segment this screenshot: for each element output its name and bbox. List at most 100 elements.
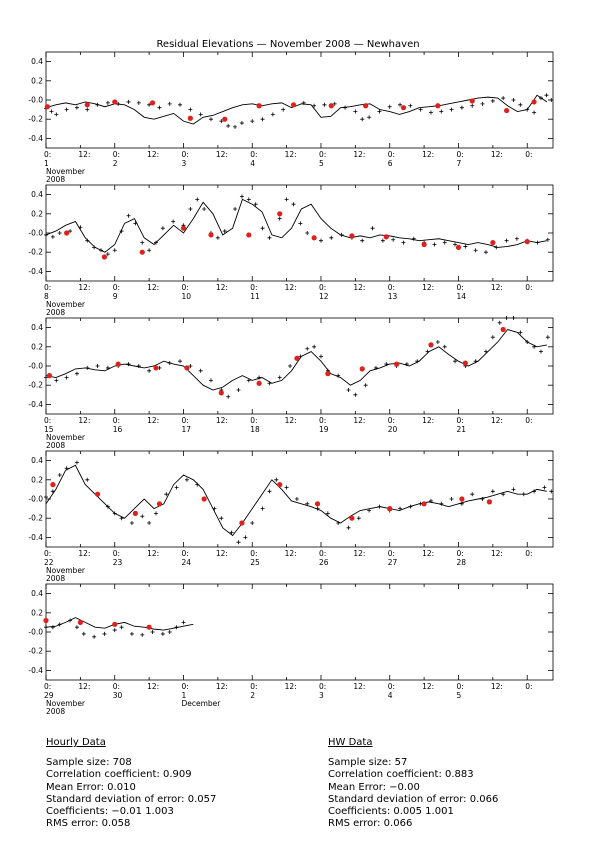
x-tick-label: 0:: [250, 283, 257, 292]
observed-point: [418, 107, 423, 112]
observed-point: [267, 235, 272, 240]
observed-point: [112, 511, 117, 516]
x-tick-label: 12:: [216, 549, 228, 558]
observed-point: [288, 364, 293, 368]
x-tick-label: 0:: [181, 283, 188, 292]
observed-point: [260, 117, 265, 122]
observed-point: [112, 628, 117, 633]
x-tick-label: 12:: [491, 150, 503, 159]
hourly-std-dev: Standard deviation of error: 0.057: [46, 793, 217, 805]
observed-point: [57, 231, 62, 235]
observed-point: [277, 375, 282, 380]
observed-point: [236, 540, 241, 545]
observed-point: [153, 240, 158, 245]
observed-point: [140, 514, 145, 519]
y-tick-label: 0.4: [31, 57, 43, 66]
observed-point: [449, 107, 454, 112]
y-tick-label: -0.4: [28, 267, 43, 276]
panel-1: 0.40.2-0.0-0.2-0.40:112: 0:212: 0:312: 0:41…: [28, 51, 554, 184]
observed-point: [549, 98, 554, 102]
hw-point: [421, 501, 427, 507]
observed-point: [274, 477, 279, 482]
observed-point: [518, 330, 523, 335]
observed-point: [147, 102, 152, 107]
observed-point: [532, 489, 537, 494]
day-label: 4: [250, 159, 255, 168]
observed-point: [521, 492, 526, 497]
observed-point: [377, 109, 382, 114]
chart-panels: 0.40.2-0.0-0.2-0.40:112: 0:212: 0:312: 0:41…: [28, 51, 554, 716]
day-label: 1: [44, 159, 49, 168]
x-tick-label: 0:: [250, 682, 257, 691]
observed-point: [270, 112, 275, 117]
observed-point: [54, 112, 59, 117]
hourly-coefficients: Coefficients: −0.01 1.003: [46, 806, 174, 818]
observed-point: [439, 501, 444, 506]
y-tick-label: 0.4: [31, 323, 43, 332]
x-tick-label: 12:: [216, 150, 228, 159]
observed-point: [126, 99, 131, 104]
observed-point: [44, 232, 48, 237]
x-tick-label: 12:: [353, 150, 365, 159]
x-tick-label: 0:: [456, 682, 463, 691]
observed-point: [480, 101, 485, 106]
day-label: 3: [319, 691, 324, 700]
day-label: 26: [319, 558, 329, 567]
observed-point: [174, 485, 179, 490]
hw-point: [139, 249, 145, 255]
hw-point: [239, 520, 245, 526]
observed-point: [483, 349, 488, 354]
observed-point: [449, 497, 454, 501]
x-tick-label: 0:: [456, 283, 463, 292]
hw-point: [187, 115, 193, 121]
predicted-line: [45, 94, 548, 125]
observed-point: [514, 236, 519, 241]
observed-point: [95, 364, 100, 368]
observed-point: [64, 466, 69, 471]
observed-point: [315, 506, 320, 511]
observed-point: [518, 102, 523, 107]
observed-point: [226, 123, 231, 128]
observed-point: [490, 98, 495, 103]
hw-point: [383, 234, 389, 240]
hw-point: [325, 371, 331, 377]
x-tick-label: 0:: [113, 682, 120, 691]
y-tick-label: 0.2: [31, 608, 43, 617]
observed-point: [442, 344, 447, 349]
hw-point: [101, 254, 108, 260]
observed-point: [473, 248, 478, 253]
observed-point: [490, 335, 495, 340]
observed-point: [198, 112, 203, 117]
x-tick-label: 12:: [422, 682, 434, 691]
hw-stats-title: HW Data: [328, 737, 373, 748]
observed-point: [356, 516, 361, 521]
hw-coefficients: Coefficients: 0.005 1.001: [328, 806, 454, 818]
x-tick-label: 12:: [285, 549, 297, 558]
observed-point: [78, 225, 83, 230]
day-label: 7: [456, 159, 461, 168]
observed-point: [85, 365, 90, 370]
observed-point: [363, 383, 368, 388]
observed-point: [432, 242, 437, 247]
month-label: November: [46, 167, 86, 176]
day-label: 12: [319, 292, 329, 301]
x-tick-label: 0:: [181, 150, 188, 159]
observed-point: [470, 492, 475, 497]
day-label: 5: [456, 691, 461, 700]
observed-point: [246, 378, 251, 383]
hw-point: [115, 361, 121, 367]
day-label: 6: [388, 159, 393, 168]
x-tick-label: 0:: [181, 682, 188, 691]
observed-point: [133, 221, 138, 226]
observed-point: [260, 226, 265, 231]
observed-point: [184, 477, 189, 482]
x-tick-label: 12:: [422, 283, 434, 292]
year-label: 2008: [46, 707, 65, 716]
day-label: 9: [113, 292, 118, 301]
hw-point: [294, 355, 300, 361]
x-tick-label: 0:: [44, 682, 51, 691]
observed-point: [178, 102, 183, 107]
observed-point: [298, 221, 303, 226]
